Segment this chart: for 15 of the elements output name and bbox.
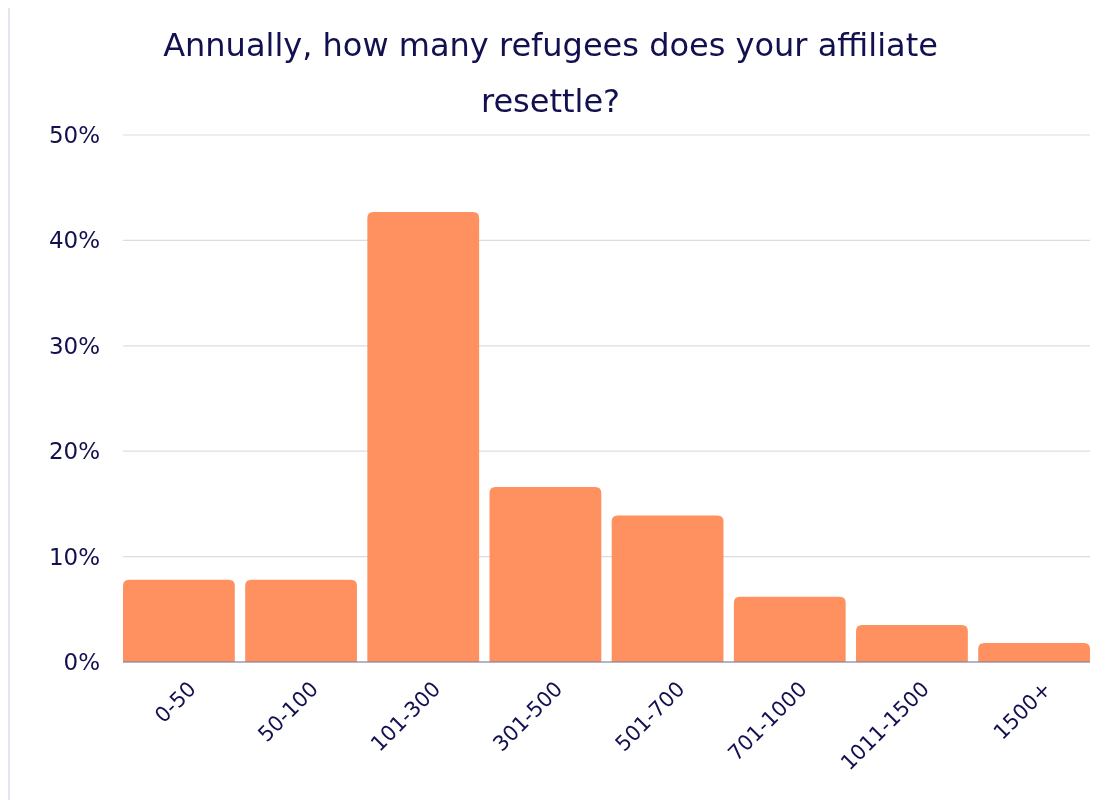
bar xyxy=(123,579,235,662)
y-tick-label: 50% xyxy=(48,122,100,149)
chart-title: Annually, how many refugees does your affiliate resettle? xyxy=(163,26,938,120)
bar xyxy=(367,211,480,662)
bar xyxy=(489,487,602,662)
y-tick-label: 20% xyxy=(48,438,100,465)
bar xyxy=(856,625,968,662)
y-tick-label: 0% xyxy=(63,649,100,676)
bar xyxy=(978,643,1090,662)
bar xyxy=(733,596,846,662)
bar xyxy=(611,515,724,662)
y-tick-label: 40% xyxy=(48,227,100,254)
y-tick-label: 10% xyxy=(48,543,100,570)
bar xyxy=(245,579,357,662)
y-tick-label: 30% xyxy=(48,332,100,359)
